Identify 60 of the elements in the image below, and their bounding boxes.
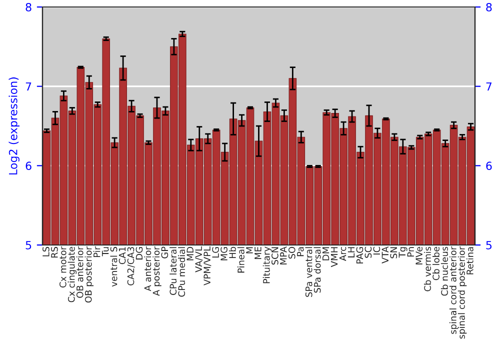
x-tick-label: ME [254,246,262,259]
x-tick-label: Hb [228,246,236,258]
x-tick-label: MVe [416,246,422,264]
y-axis-title: Log2 (expression) [8,77,20,174]
x-tick-label: SPa dorsal [314,247,321,293]
x-tick-label: SPa ventral [305,247,312,297]
x-tick-label: CA2/CA3 [127,247,135,286]
y2-tick-label: 8 [486,2,492,12]
x-tick-label: VPM/VPL [204,246,212,286]
x-tick-label: Cb nucleus [440,246,448,296]
x-tick-label: Retina [466,247,474,274]
x-tick-label: Cb vermis [424,246,431,292]
x-tick-label: Cx cingulate [68,246,77,302]
x-tick-label: LG [212,247,219,258]
x-tick-label: Pineal [237,247,244,273]
y2-tick-label: 7 [486,82,492,91]
x-tick-label: A anterior [144,246,152,292]
y2-tick-label: 5 [486,241,492,250]
x-tick-label: spinal cord anterior [449,246,458,334]
x-tick-label: DM [322,247,330,260]
x-tick-label: MPA [280,246,287,264]
y-tick-label: 7 [26,82,32,91]
x-tick-label: PAG [356,247,364,264]
x-tick-label: SO [288,246,296,259]
x-tick-label: SC [364,246,372,258]
x-tick-label: SN [390,247,398,258]
y-tick-label: 8 [26,2,32,12]
x-tick-label: Pn [407,247,414,257]
x-tick-label: Pir [93,246,100,257]
x-tick-label: Cx motor [59,246,66,288]
x-tick-label: VA/VL [195,246,203,272]
x-tick-label: spinal cord posterior [458,246,467,339]
x-tick-label: CPu medial [178,247,186,297]
x-tick-label: Pituitary [262,246,272,284]
x-tick-label: Tg [398,247,408,258]
x-tick-label: Cb lobe [432,246,440,280]
x-tick-label: Pa [297,247,304,256]
x-tick-label: LH [348,247,355,258]
x-tick-label: ventral S [110,246,118,287]
x-tick-label: OB anterior [76,246,84,298]
x-tick-label: OB posterior [84,246,94,303]
x-tick-label: VTA [382,246,388,264]
y-tick-label: 6 [26,162,32,170]
x-tick-label: Tu [102,247,109,256]
x-tick-label: LS [42,246,50,256]
x-tick-label: GP [161,246,168,258]
x-tick-label: Arc [339,246,346,261]
x-tick-label: VMH [330,247,338,268]
x-tick-label: CPu lateral [170,247,177,295]
x-tick-label: SCN [272,247,278,265]
x-tick-label: MD [186,246,194,260]
x-tick-label: CA1 [118,247,126,264]
x-tick-label: RS [51,246,58,258]
x-tick-label: IC [373,246,380,254]
x-tick-label: DG [136,247,143,260]
y2-tick-label: 6 [486,162,492,170]
x-tick-label: MG [220,247,228,260]
x-tick-label: M [246,247,253,254]
y-tick-label: 5 [26,241,32,250]
x-tick-label: A posterior [152,246,162,296]
